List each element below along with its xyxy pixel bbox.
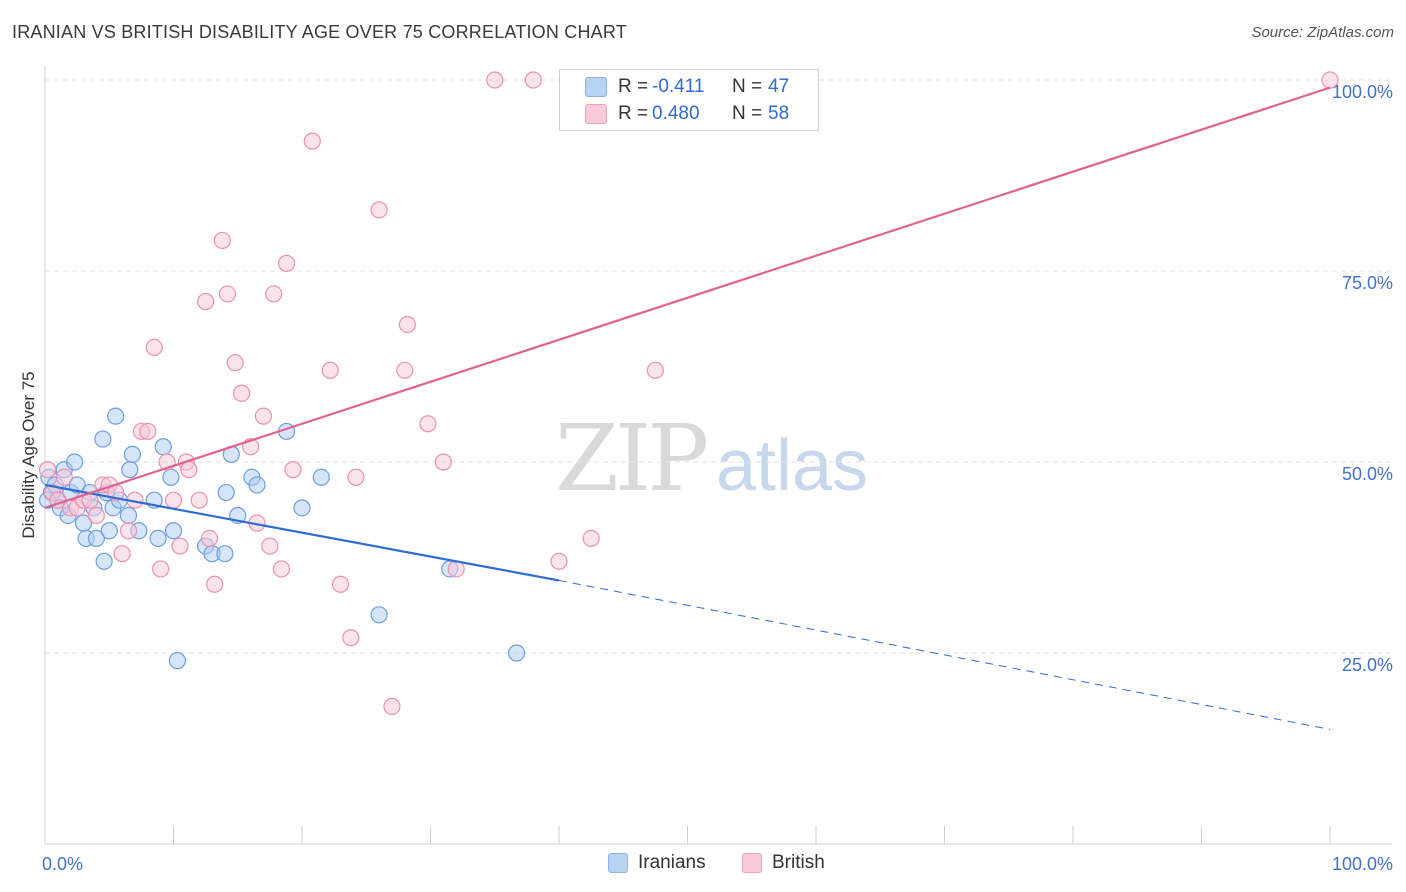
- british-point: [486, 71, 504, 89]
- british-point: [321, 361, 339, 379]
- british-point: [303, 132, 321, 150]
- legend-r-label: R =: [618, 76, 649, 97]
- iranians-point: [121, 461, 139, 479]
- british-point: [419, 415, 437, 433]
- iranians-point: [154, 438, 172, 456]
- british-point: [396, 361, 414, 379]
- legend-n-value: 47: [768, 76, 790, 97]
- x-tick-label: 0.0%: [42, 854, 83, 874]
- y-axis-title: Disability Age Over 75: [19, 371, 38, 539]
- british-point: [370, 201, 388, 219]
- iranians-point: [293, 499, 311, 517]
- iranians-point: [149, 529, 167, 548]
- british-point: [254, 407, 273, 425]
- british-point: [171, 537, 189, 555]
- british-point: [646, 361, 664, 379]
- british-point: [342, 629, 360, 647]
- iranians-point: [168, 652, 186, 670]
- legend-item-iranians[interactable]: Iranians: [608, 852, 706, 874]
- british-point: [331, 575, 350, 593]
- iranians-point: [507, 644, 526, 662]
- y-tick-label: 25.0%: [1342, 655, 1393, 675]
- iranians-trend-line: [44, 483, 560, 582]
- british-point: [87, 506, 106, 525]
- legend-item-british[interactable]: British: [742, 852, 825, 874]
- british-point: [261, 537, 279, 555]
- british-point: [218, 285, 237, 303]
- watermark-zip: ZIP: [555, 405, 709, 512]
- legend-swatch-british: [585, 104, 607, 124]
- british-point: [213, 231, 231, 250]
- chart-title: IRANIAN VS BRITISH DISABILITY AGE OVER 7…: [12, 22, 627, 42]
- legend-n-label: N =: [732, 76, 763, 97]
- british-point: [347, 468, 365, 486]
- british-point: [197, 292, 215, 311]
- iranians-point: [216, 545, 234, 563]
- british-point: [38, 461, 57, 479]
- iranians-point: [94, 430, 112, 448]
- iranians-point: [217, 483, 235, 502]
- iranians-point: [100, 522, 118, 540]
- british-point: [190, 491, 208, 509]
- iranians-point: [107, 407, 125, 425]
- british-point: [265, 285, 283, 303]
- british-point: [119, 522, 138, 540]
- iranians-point: [162, 468, 180, 486]
- british-point: [277, 254, 296, 272]
- y-tick-label: 75.0%: [1342, 273, 1393, 293]
- iranians-point: [68, 476, 86, 494]
- british-point: [434, 453, 452, 471]
- british-trend-line: [44, 86, 1331, 509]
- british-point: [139, 422, 157, 441]
- british-point: [200, 529, 219, 548]
- british-point: [272, 560, 291, 578]
- iranians-point: [65, 453, 84, 471]
- british-point: [206, 575, 224, 593]
- legend-r-value: 0.480: [652, 103, 700, 124]
- y-tick-label: 50.0%: [1342, 464, 1393, 484]
- british-point: [55, 468, 73, 486]
- x-tick-label: 100.0%: [1332, 854, 1393, 874]
- british-point: [1321, 71, 1339, 89]
- british-point: [582, 529, 600, 548]
- british-label: British: [772, 852, 825, 873]
- iranians-trend-extension: [558, 579, 1331, 730]
- y-tick-label: 100.0%: [1332, 82, 1393, 102]
- watermark-atlas: atlas: [716, 426, 869, 506]
- correlation-legend: R = -0.411 N = 47 R = 0.480 N = 58: [559, 69, 819, 131]
- legend-n-value: 58: [768, 103, 790, 124]
- british-point: [398, 315, 416, 334]
- british-swatch: [742, 853, 762, 873]
- iranians-point: [87, 529, 106, 548]
- british-point: [180, 461, 198, 479]
- british-point: [383, 697, 401, 716]
- british-point: [226, 354, 244, 372]
- iranians-label: Iranians: [638, 852, 706, 873]
- british-point: [284, 461, 302, 479]
- british-point: [524, 71, 542, 89]
- iranians-swatch: [608, 853, 628, 873]
- legend-n-label: N =: [732, 103, 763, 124]
- iranians-point: [119, 506, 138, 525]
- british-point: [145, 338, 163, 356]
- legend-r-label: R =: [618, 103, 649, 124]
- british-point: [233, 384, 251, 402]
- iranians-point: [248, 476, 266, 494]
- iranians-point: [164, 522, 183, 540]
- british-point: [164, 491, 183, 509]
- british-point: [113, 545, 131, 563]
- british-point: [152, 560, 170, 578]
- legend-r-value: -0.411: [652, 76, 705, 97]
- iranians-point: [312, 468, 330, 486]
- series-legend: Iranians British: [0, 852, 1406, 878]
- iranians-point: [95, 552, 113, 570]
- british-point: [550, 552, 568, 570]
- iranians-point: [370, 606, 388, 624]
- legend-swatch-iranians: [585, 77, 607, 97]
- source-label: Source: ZipAtlas.com: [1251, 24, 1394, 41]
- iranians-point: [123, 445, 141, 463]
